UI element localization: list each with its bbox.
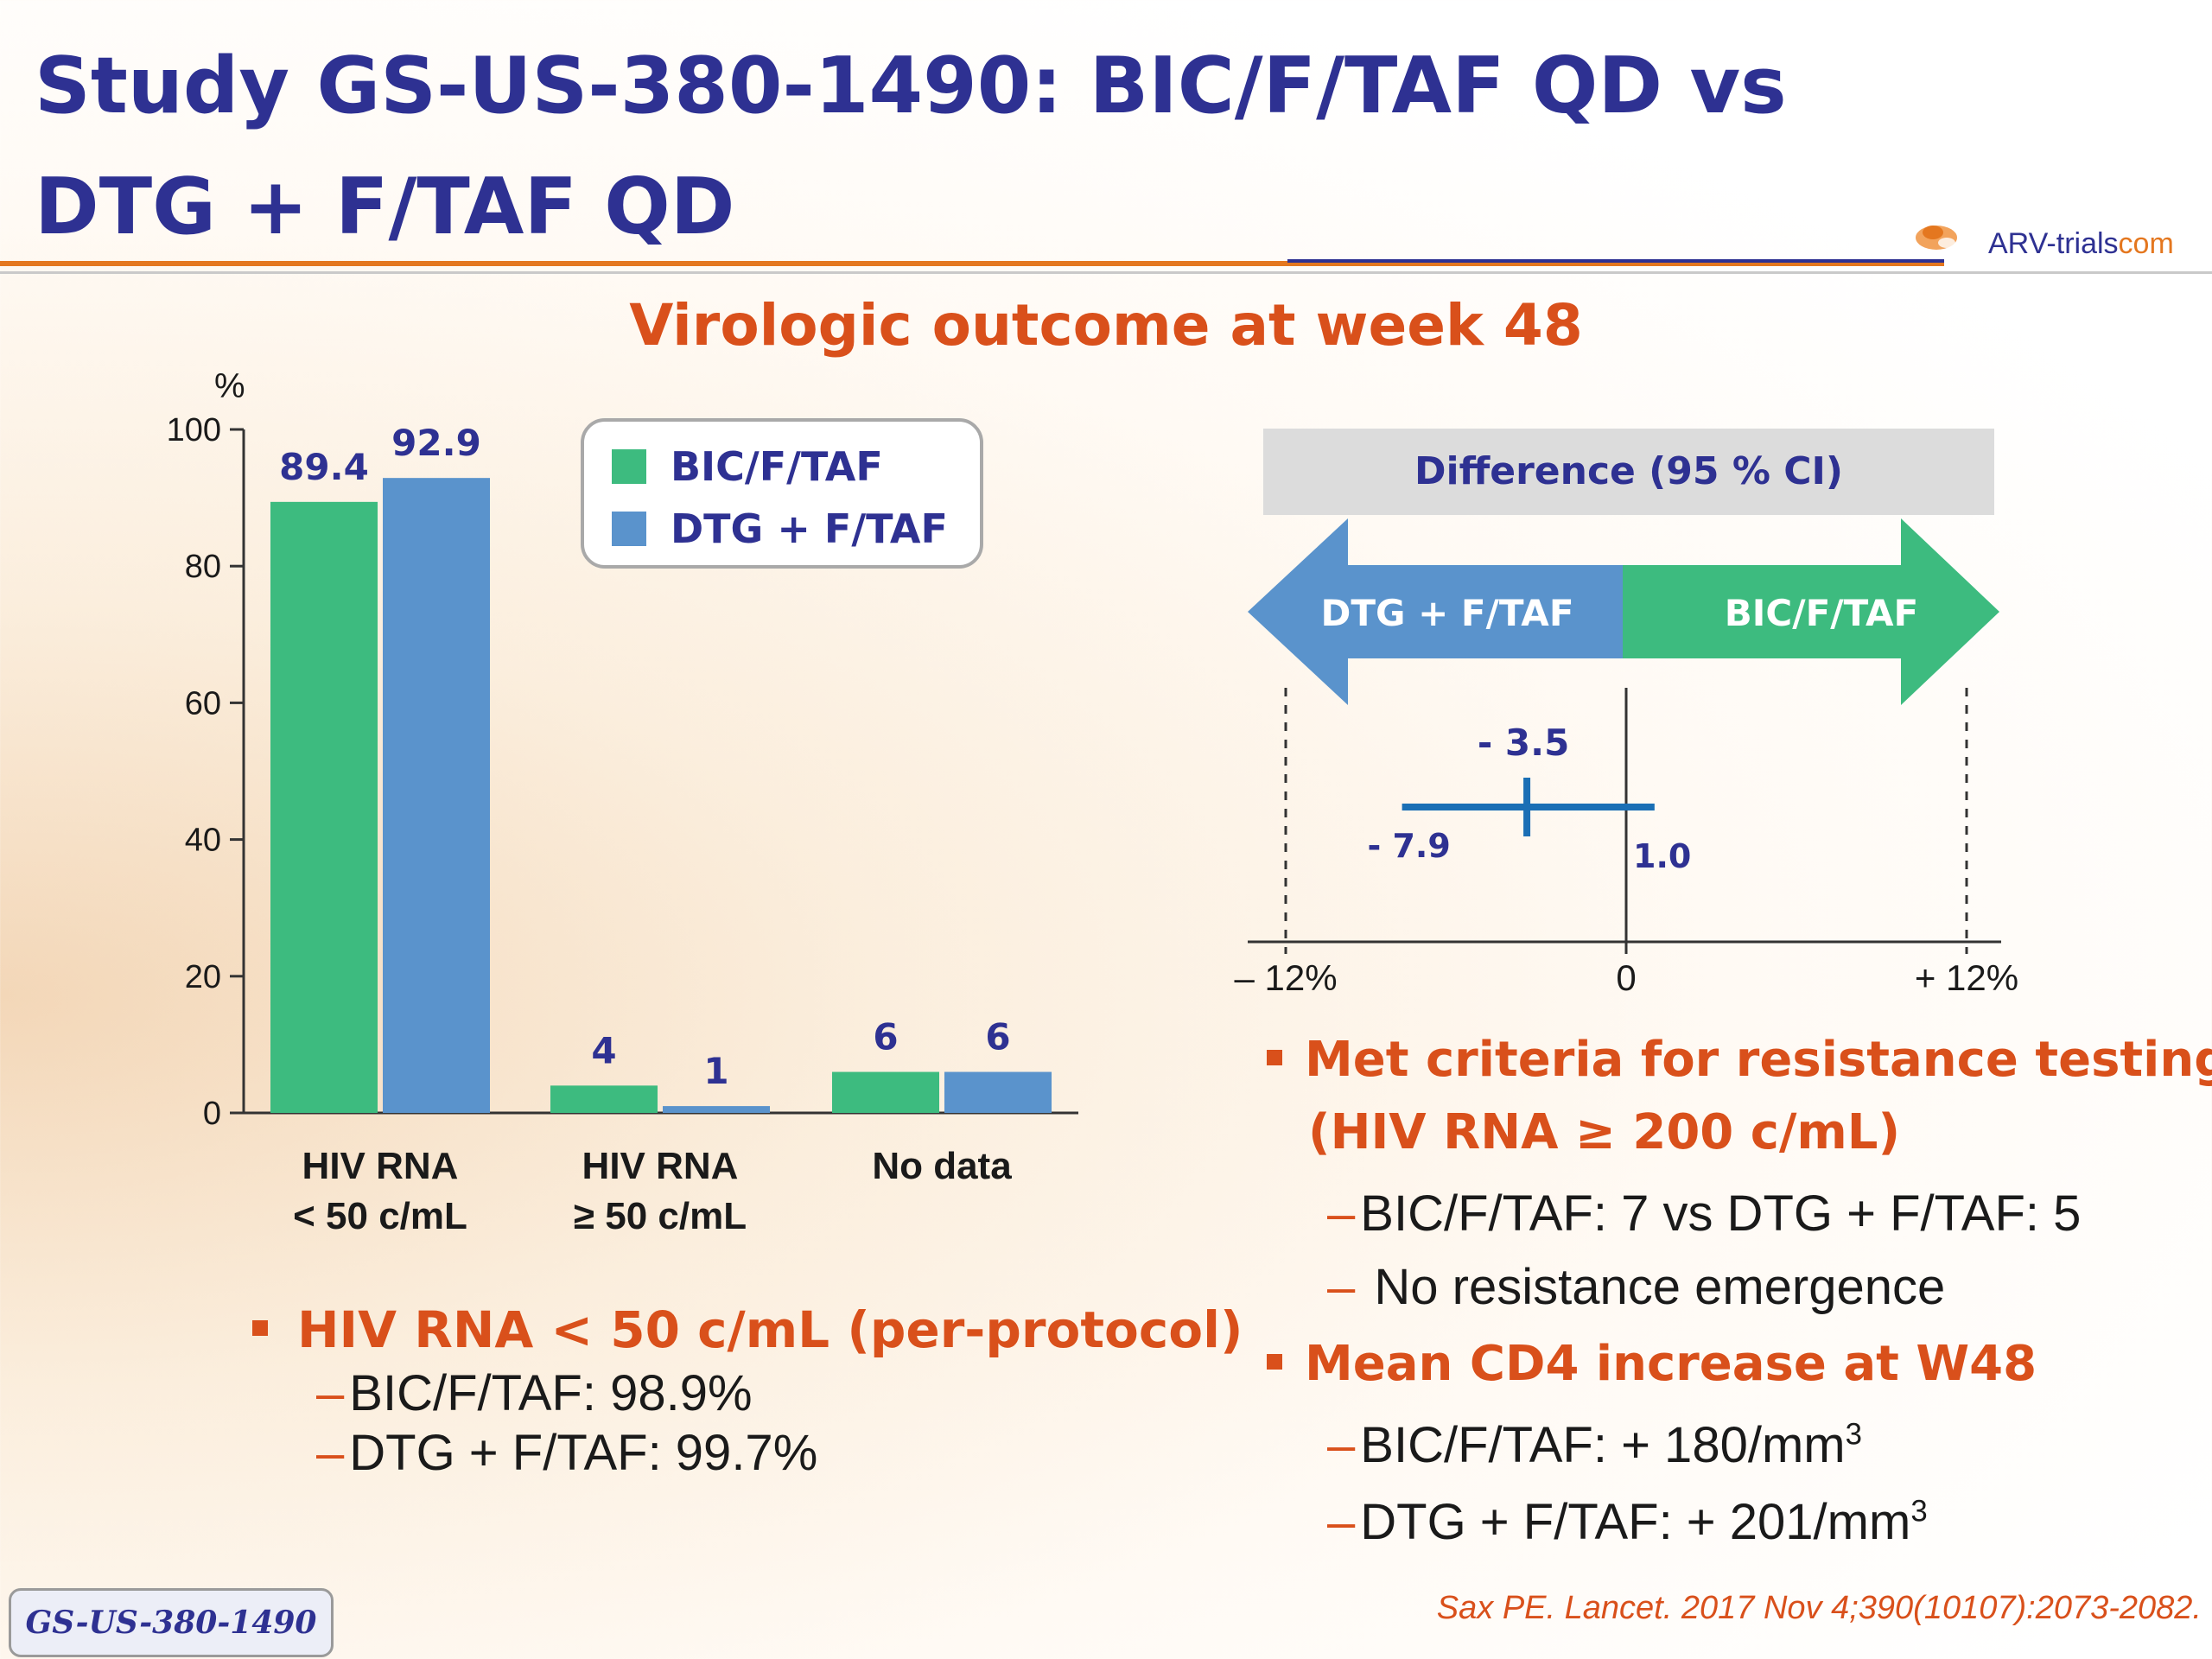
forest-header: Difference (95 % CI): [1414, 449, 1843, 493]
logo-text-suffix: com: [2118, 227, 2174, 260]
y-tick-label: 100: [167, 412, 221, 448]
y-tick-label: 0: [203, 1096, 221, 1132]
bar: [832, 1071, 939, 1113]
forest-x-tick-label: – 12%: [1234, 957, 1337, 998]
left-bullet-head: HIV RNA < 50 c/mL (per-protocol): [252, 1300, 1243, 1359]
bullet-square-icon: [1267, 1353, 1282, 1370]
bar-data-label: 89.4: [279, 446, 369, 488]
bar: [383, 478, 490, 1113]
right-bullet-head-1: Met criteria for resistance testing (HIV…: [1267, 1024, 2212, 1169]
forest-header-box: [1263, 429, 1994, 515]
logo-text-main: ARV-trials: [1988, 227, 2119, 260]
bar: [550, 1085, 658, 1113]
study-id-box: GS-US-380-1490: [9, 1588, 334, 1657]
x-category-label: HIV RNA: [302, 1145, 459, 1187]
legend-swatch: [612, 449, 646, 484]
x-category-label: < 50 c/mL: [293, 1195, 467, 1237]
bar-data-label: 1: [703, 1050, 728, 1092]
right-sub-item: – BIC/F/TAF: 7 vs DTG + F/TAF: 5: [1327, 1185, 2082, 1242]
bullet-square-icon: [252, 1319, 268, 1336]
y-tick-label: 80: [185, 549, 221, 585]
title-rule-orange: [0, 261, 1944, 266]
legend-label: DTG + F/TAF: [671, 505, 948, 552]
forest-x-tick-label: + 12%: [1915, 957, 2018, 998]
title-rule-navy: [1287, 259, 1944, 263]
x-category-label: HIV RNA: [582, 1145, 739, 1187]
arrow-left-label: DTG + F/TAF: [1320, 592, 1573, 634]
page-title: Study GS-US-380-1490: BIC/F/TAF QD vs DT…: [35, 41, 1787, 252]
bar-data-label: 4: [591, 1029, 616, 1071]
bullet-square-icon: [1267, 1049, 1282, 1065]
capsule-logo-icon: [1916, 226, 1957, 250]
y-tick-label: 60: [185, 685, 221, 721]
y-axis-label: %: [214, 367, 245, 405]
y-tick-label: 40: [185, 823, 221, 859]
left-sub-item: – BIC/F/TAF: 98.9%: [316, 1365, 753, 1421]
bar-data-label: 6: [985, 1016, 1010, 1058]
x-category-label: No data: [872, 1145, 1012, 1187]
estimate-label: - 3.5: [1478, 721, 1569, 764]
bar: [944, 1071, 1052, 1113]
right-sub-item: – No resistance emergence: [1327, 1259, 1946, 1315]
right-bullet-list: Met criteria for resistance testing (HIV…: [1267, 1024, 2212, 1551]
ci-high-label: 1.0: [1633, 837, 1691, 875]
bar: [270, 501, 378, 1113]
bar: [663, 1106, 770, 1113]
bar-data-label: 92.9: [391, 422, 481, 464]
legend-label: BIC/F/TAF: [671, 443, 883, 490]
legend-box: [581, 418, 983, 569]
right-sub-item: – DTG + F/TAF: + 201/mm3: [1327, 1494, 1928, 1550]
ci-low-label: - 7.9: [1367, 827, 1450, 865]
title-rule-grey: [0, 271, 2212, 274]
right-bullet-head-2: Mean CD4 increase at W48: [1267, 1328, 2212, 1401]
x-category-label: ≥ 50 c/mL: [574, 1195, 747, 1237]
legend-swatch: [612, 512, 646, 546]
arrow-left-shape: [1248, 518, 1624, 705]
left-bullet-list: HIV RNA < 50 c/mL (per-protocol) – BIC/F/…: [252, 1300, 1243, 1482]
bar-data-label: 6: [873, 1016, 898, 1058]
arrow-right-shape: [1623, 518, 1999, 705]
arv-trials-logo: ARV-trialscom: [1914, 212, 2199, 264]
citation: Sax PE. Lancet. 2017 Nov 4;390(10107):20…: [1436, 1590, 2202, 1626]
y-tick-label: 20: [185, 959, 221, 995]
right-sub-item: – BIC/F/TAF: + 180/mm3: [1327, 1417, 1862, 1473]
forest-x-tick-label: 0: [1616, 957, 1636, 998]
arrow-right-label: BIC/F/TAF: [1725, 592, 1918, 634]
slide-subtitle: Virologic outcome at week 48: [629, 292, 1583, 359]
left-sub-item: – DTG + F/TAF: 99.7%: [316, 1425, 818, 1481]
